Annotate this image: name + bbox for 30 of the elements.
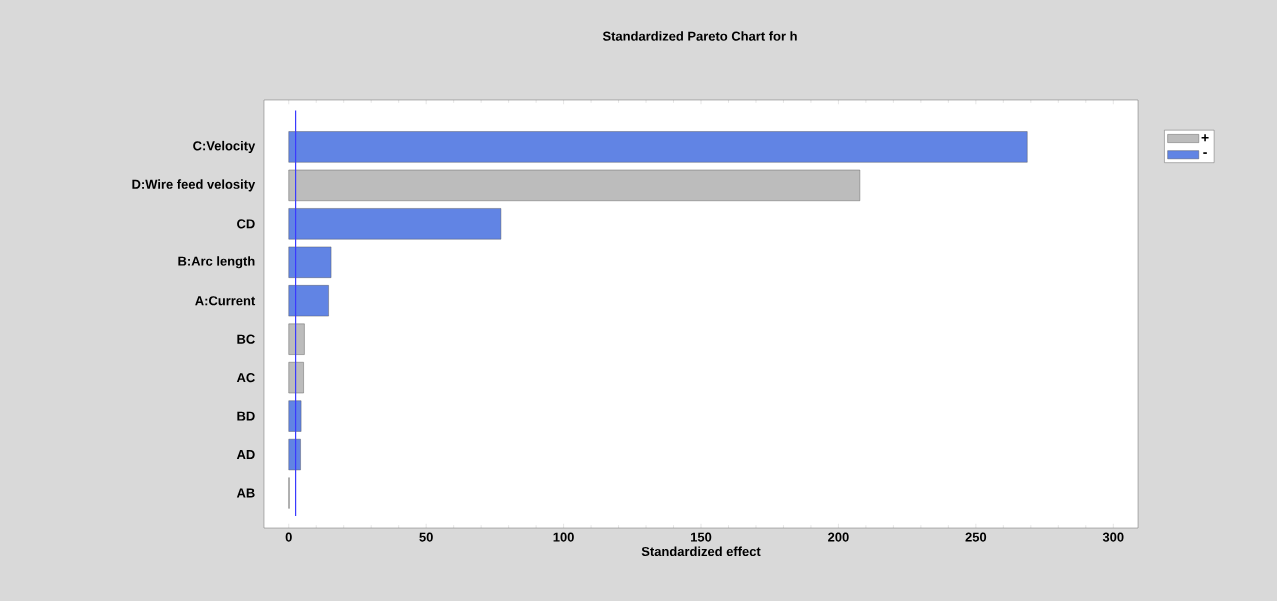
y-tick-label: B:Arc length [178,256,255,269]
bar [288,131,1028,163]
y-tick-label: AB [236,488,255,498]
bar [288,323,305,355]
bar [288,438,301,471]
y-tick-label: CD [237,219,255,229]
y-tick-label: BD [237,411,255,421]
bar [288,362,304,394]
y-tick-label: C:Velocity [193,140,256,153]
y-tick-label: AD [236,450,255,460]
y-tick-label: AC [236,373,255,383]
y-tick-label: D:Wire feed velosity [132,179,256,192]
legend-label: + [1201,134,1209,142]
x-tick-label: 0 [285,532,292,542]
bar [288,246,332,278]
x-tick-label: 100 [553,532,574,542]
bar [288,169,861,201]
bar [288,285,329,317]
x-tick-label: 250 [965,532,987,542]
x-tick-label: 150 [691,532,712,542]
bar [288,400,302,432]
x-axis-title: Standardized effect [641,546,761,557]
x-tick-label: 300 [1102,532,1124,542]
y-tick-label: BC [237,334,255,344]
chart-title: Standardized Pareto Chart for h [602,31,797,41]
x-tick-label: 50 [419,532,433,542]
bar [288,208,502,240]
y-tick-label: A:Current [195,296,256,306]
x-tick-label: 200 [828,532,849,542]
legend-label: - [1203,152,1207,154]
